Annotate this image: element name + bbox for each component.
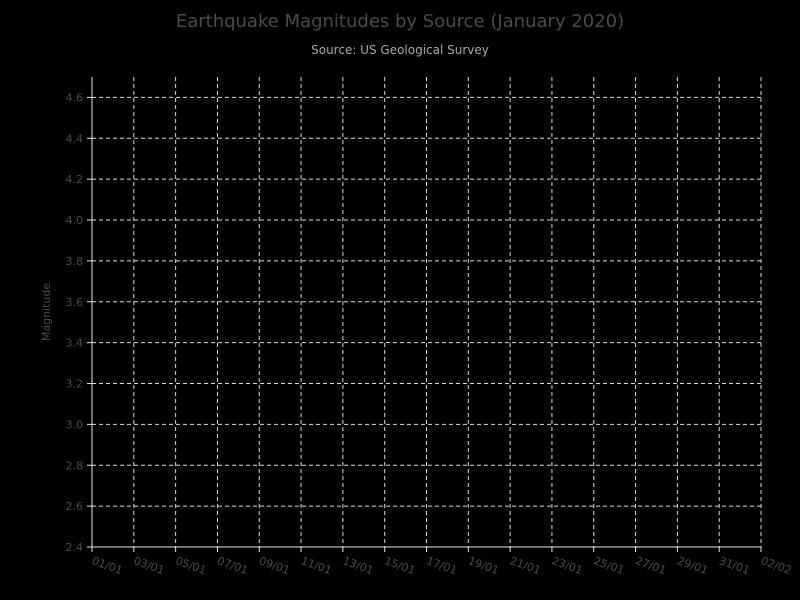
y-tick-label: 2.8 [66,459,84,472]
chart-subtitle: Source: US Geological Survey [311,43,489,57]
x-tick-label: 23/01 [550,554,584,577]
x-tick-label: 11/01 [299,554,333,577]
x-tick-label: 15/01 [383,554,417,577]
x-tick-label: 05/01 [174,554,208,577]
x-tick-label: 07/01 [216,554,250,577]
x-tick-label: 09/01 [257,554,291,577]
y-tick-label: 3.6 [66,296,84,309]
y-tick-label: 4.6 [66,91,84,104]
y-tick-label: 4.0 [66,214,84,227]
y-tick-label: 4.2 [66,173,84,186]
x-tick-label: 13/01 [341,554,375,577]
x-tick-layer: 01/01 03/01 05/01 07/01 09/01 11/01 13/01 15/01… [90,554,793,577]
x-tick-label: 25/01 [592,554,626,577]
x-tick-label: 31/01 [717,554,751,577]
y-tick-label: 2.6 [66,500,84,513]
y-tick-label: 2.4 [66,541,84,554]
x-tick-label: 27/01 [634,554,668,577]
x-tick-label: 01/01 [90,554,124,577]
y-axis-label: Magnitude [40,283,53,342]
x-tick-label: 19/01 [466,554,500,577]
y-tick-layer: 2.4 2.6 2.8 3.0 3.2 3.4 3.6 3.8 4.0 4.2 4.4 4.6 [66,91,84,554]
y-tick-label: 4.4 [66,132,84,145]
x-tick-label: 03/01 [132,554,166,577]
y-tick-label: 3.4 [66,337,84,350]
x-tick-label: 17/01 [425,554,459,577]
chart-title: Earthquake Magnitudes by Source (January… [176,11,624,32]
y-tick-label: 3.0 [66,418,84,431]
axis-layer [87,77,761,552]
x-tick-label: 02/02 [759,554,793,577]
y-tick-label: 3.2 [66,378,84,391]
x-tick-label: 21/01 [508,554,542,577]
grid-layer [92,77,761,547]
x-tick-label: 29/01 [675,554,709,577]
y-tick-label: 3.8 [66,255,84,268]
